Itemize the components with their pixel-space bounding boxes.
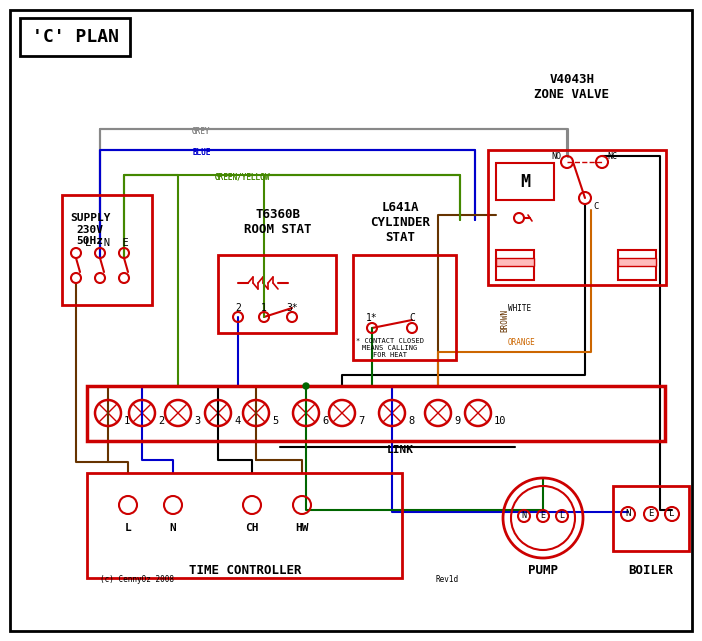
Text: 1: 1 <box>261 303 267 313</box>
Text: BOILER: BOILER <box>628 563 673 576</box>
Text: E: E <box>541 512 545 520</box>
Text: BLUE: BLUE <box>192 147 211 156</box>
Text: SUPPLY
230V
50Hz: SUPPLY 230V 50Hz <box>69 213 110 246</box>
Text: GREY: GREY <box>192 126 211 135</box>
Text: 8: 8 <box>408 416 414 426</box>
Text: * CONTACT CLOSED
MEANS CALLING
FOR HEAT: * CONTACT CLOSED MEANS CALLING FOR HEAT <box>356 338 424 358</box>
Text: L: L <box>669 510 675 519</box>
Text: BROWN: BROWN <box>500 308 509 331</box>
Text: Rev1d: Rev1d <box>435 576 458 585</box>
Text: 3*: 3* <box>286 303 298 313</box>
Text: 4: 4 <box>234 416 240 426</box>
Text: GREY: GREY <box>192 126 211 135</box>
FancyBboxPatch shape <box>618 258 656 266</box>
Text: L: L <box>559 512 564 520</box>
Text: 3: 3 <box>194 416 200 426</box>
Text: BLUE: BLUE <box>192 147 211 156</box>
FancyBboxPatch shape <box>496 258 534 266</box>
Text: C: C <box>593 201 599 210</box>
Text: L  N  E: L N E <box>85 238 129 248</box>
Circle shape <box>303 383 309 389</box>
Text: L641A
CYLINDER
STAT: L641A CYLINDER STAT <box>370 201 430 244</box>
Text: NO: NO <box>551 151 561 160</box>
Text: GREEN/YELLOW: GREEN/YELLOW <box>215 172 270 181</box>
Text: NC: NC <box>607 151 617 160</box>
Text: 1*: 1* <box>366 313 378 323</box>
Text: 10: 10 <box>494 416 507 426</box>
Text: V4043H
ZONE VALVE: V4043H ZONE VALVE <box>534 73 609 101</box>
Text: ORANGE: ORANGE <box>508 338 536 347</box>
Text: PUMP: PUMP <box>528 563 558 576</box>
Text: 5: 5 <box>272 416 278 426</box>
Text: GREEN/YELLOW: GREEN/YELLOW <box>215 172 270 181</box>
Text: N: N <box>625 510 630 519</box>
Text: 'C' PLAN: 'C' PLAN <box>32 28 119 46</box>
Text: CH: CH <box>245 523 259 533</box>
Text: 6: 6 <box>322 416 329 426</box>
Text: N: N <box>170 523 176 533</box>
Text: 1: 1 <box>124 416 131 426</box>
Text: HW: HW <box>296 523 309 533</box>
Text: L: L <box>125 523 131 533</box>
Text: 2: 2 <box>158 416 164 426</box>
Text: N: N <box>522 512 526 520</box>
Text: 7: 7 <box>358 416 364 426</box>
Text: (c) CennyOz 2008: (c) CennyOz 2008 <box>100 576 174 585</box>
Text: LINK: LINK <box>387 445 413 455</box>
Text: 9: 9 <box>454 416 461 426</box>
Text: C: C <box>409 313 415 323</box>
Text: M: M <box>520 173 530 191</box>
Text: T6360B
ROOM STAT: T6360B ROOM STAT <box>244 208 312 236</box>
Text: 2: 2 <box>235 303 241 313</box>
Text: WHITE: WHITE <box>508 303 531 313</box>
Text: TIME CONTROLLER: TIME CONTROLLER <box>189 563 301 576</box>
Text: E: E <box>649 510 654 519</box>
